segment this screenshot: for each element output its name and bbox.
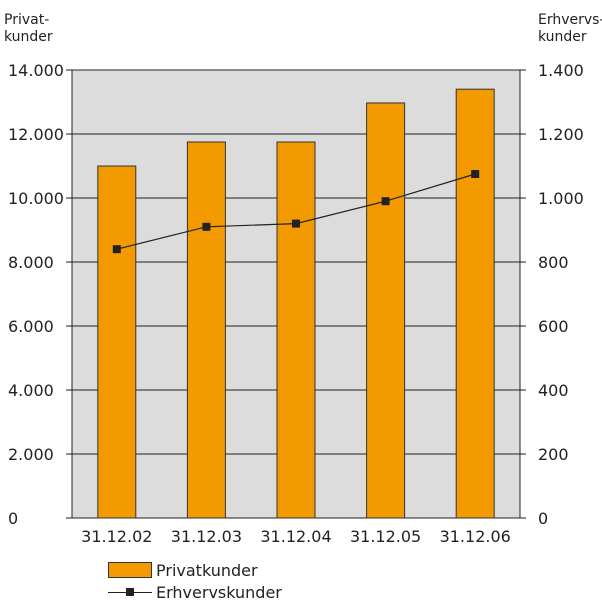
left-axis-title: Privat- kunder — [4, 12, 53, 46]
bar — [276, 141, 316, 519]
legend-item-privatkunder: Privatkunder — [108, 559, 282, 581]
left-tick-label: 10.000 — [8, 189, 64, 208]
legend: Privatkunder Erhvervskunder — [108, 559, 282, 603]
legend-bar-swatch — [108, 562, 152, 578]
right-axis-title-line1: Erhvervs- — [538, 12, 602, 28]
right-tick-label: 800 — [538, 253, 569, 272]
left-tick-label: 4.000 — [8, 381, 54, 400]
left-axis-title-line1: Privat- — [4, 12, 50, 28]
right-tick-label: 1.400 — [538, 61, 584, 80]
legend-item-erhvervskunder: Erhvervskunder — [108, 581, 282, 603]
right-axis-title-line2: kunder — [538, 29, 587, 45]
line-point — [292, 219, 300, 228]
line-point — [112, 245, 121, 254]
bar — [366, 102, 406, 519]
legend-label-erhvervskunder: Erhvervskunder — [156, 582, 282, 602]
bar — [455, 88, 495, 519]
bar — [186, 141, 226, 519]
category-label: 31.12.02 — [81, 527, 152, 546]
category-label: 31.12.05 — [350, 527, 421, 546]
left-tick-label: 8.000 — [8, 253, 54, 272]
line-point — [202, 222, 211, 231]
right-tick-label: 1.000 — [538, 189, 584, 208]
left-tick-label: 0 — [8, 509, 18, 528]
left-tick-label: 6.000 — [8, 317, 54, 336]
combo-chart: 0 0 2.000 200 4.000 400 6.000 600 8.000 800 10.000… — [8, 61, 584, 546]
right-tick-label: 200 — [538, 445, 569, 464]
right-axis-title: Erhvervs- kunder — [538, 12, 602, 46]
bar — [97, 165, 137, 519]
line-point — [381, 197, 390, 206]
category-label: 31.12.03 — [171, 527, 242, 546]
right-tick-label: 600 — [538, 317, 569, 336]
legend-label-privatkunder: Privatkunder — [156, 560, 258, 580]
left-axis-title-line2: kunder — [4, 29, 53, 45]
category-label: 31.12.04 — [260, 527, 331, 546]
category-label: 31.12.06 — [440, 527, 511, 546]
left-tick-label: 2.000 — [8, 445, 54, 464]
legend-line-symbol — [108, 584, 152, 600]
left-tick-label: 12.000 — [8, 125, 64, 144]
right-tick-label: 1.200 — [538, 125, 584, 144]
right-tick-label: 400 — [538, 381, 569, 400]
right-tick-label: 0 — [538, 509, 548, 528]
left-tick-label: 14.000 — [8, 61, 64, 80]
line-point — [471, 170, 480, 178]
